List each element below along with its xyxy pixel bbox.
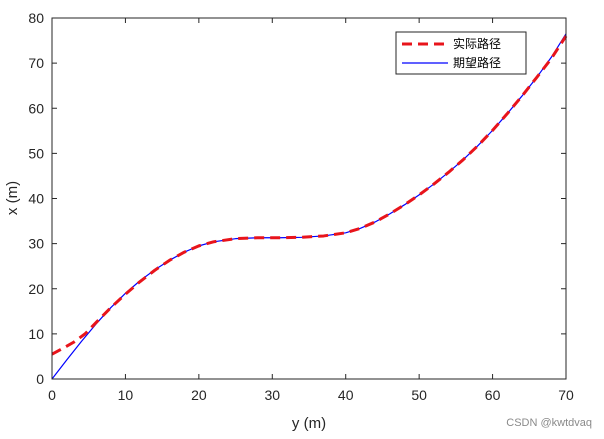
x-axis-ticks: 0 10 20 30 40 50 60 70 xyxy=(48,18,574,403)
x-tick-label: 0 xyxy=(48,387,56,403)
series-layer xyxy=(51,33,568,380)
legend: 实际路径 期望路径 xyxy=(395,31,527,75)
legend-label-expected-path: 期望路径 xyxy=(453,55,501,70)
y-tick-label: 50 xyxy=(28,145,44,161)
y-tick-label: 30 xyxy=(28,236,44,252)
y-tick-label: 60 xyxy=(28,100,44,116)
series-line-actual-path xyxy=(51,35,568,356)
x-tick-label: 10 xyxy=(118,387,134,403)
x-tick-label: 60 xyxy=(485,387,501,403)
x-tick-label: 70 xyxy=(558,387,574,403)
x-tick-label: 40 xyxy=(338,387,354,403)
y-tick-label: 10 xyxy=(28,326,44,342)
y-tick-label: 0 xyxy=(36,371,44,387)
y-axis-ticks: 0 10 20 30 40 50 60 70 80 xyxy=(28,10,566,387)
y-tick-label: 20 xyxy=(28,281,44,297)
watermark: CSDN @kwtdvaq xyxy=(506,417,592,429)
legend-box xyxy=(395,31,527,75)
y-tick-label: 40 xyxy=(28,191,44,207)
x-axis-label: y (m) xyxy=(292,415,326,432)
legend-label-actual-path: 实际路径 xyxy=(453,36,501,51)
y-tick-label: 80 xyxy=(28,10,44,26)
y-axis-label: x (m) xyxy=(4,181,21,215)
x-tick-label: 50 xyxy=(411,387,427,403)
x-tick-label: 20 xyxy=(191,387,207,403)
x-tick-label: 30 xyxy=(264,387,280,403)
plot-background xyxy=(52,18,566,379)
y-tick-label: 70 xyxy=(28,55,44,71)
